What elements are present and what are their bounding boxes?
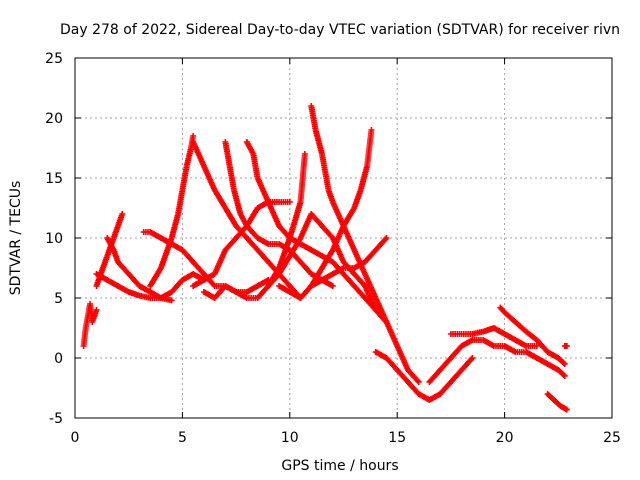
data-point (560, 372, 567, 378)
data-point (368, 127, 375, 133)
data-point (469, 355, 476, 361)
data-point (286, 199, 293, 205)
y-tick-label: 0 (54, 351, 63, 367)
series-arc-13 (308, 103, 422, 385)
data-point (561, 361, 568, 367)
data-point (190, 133, 197, 139)
series-arc-17 (426, 337, 568, 385)
y-tick-label: 25 (45, 51, 63, 67)
data-point (561, 373, 568, 379)
series-arc-15 (308, 235, 390, 289)
plot-frame (74, 57, 613, 419)
chart-title: Day 278 of 2022, Sidereal Day-to-day VTE… (60, 22, 620, 38)
data-point (301, 151, 308, 157)
y-tick-label: 20 (45, 111, 63, 127)
y-tick-label: -5 (49, 411, 63, 427)
data-points (80, 103, 570, 413)
series-arc-8 (190, 199, 293, 289)
x-tick-label: 25 (603, 430, 621, 446)
x-tick-label: 15 (388, 430, 406, 446)
data-point (119, 211, 126, 217)
data-point (563, 343, 570, 349)
series-arc-12 (265, 211, 390, 325)
y-tick-label: 15 (45, 171, 63, 187)
data-point (383, 235, 390, 241)
data-point (533, 343, 540, 349)
data-point (329, 283, 336, 289)
grid-lines (75, 58, 612, 418)
y-tick-label: 10 (45, 231, 63, 247)
series-arc-16 (372, 349, 476, 403)
x-tick-label: 5 (178, 430, 187, 446)
series-arc-6 (147, 133, 197, 289)
x-tick-label: 10 (281, 430, 299, 446)
x-tick-label: 0 (71, 430, 80, 446)
data-point (415, 379, 422, 385)
axis-ticks: 0 5 10 15 20 25 -5 0 5 10 15 20 25 (45, 51, 621, 446)
series-arc-4 (104, 235, 207, 301)
data-point (560, 360, 567, 366)
series-arc-3 (93, 271, 175, 304)
series-arc-21 (544, 391, 570, 413)
x-tick-label: 20 (496, 430, 514, 446)
x-axis-label: GPS time / hours (281, 458, 398, 474)
data-point (168, 297, 175, 304)
series-arc-20 (561, 343, 570, 349)
data-point (563, 406, 570, 413)
series-arc-19 (497, 304, 568, 367)
series-arc-18 (447, 325, 540, 349)
series-arc-11 (200, 151, 308, 301)
data-point (93, 307, 100, 313)
series-arc-1 (80, 301, 100, 349)
y-tick-label: 5 (54, 291, 63, 307)
series-arc-14 (276, 127, 375, 301)
y-axis-label: SDTVAR / TECUs (8, 181, 24, 296)
